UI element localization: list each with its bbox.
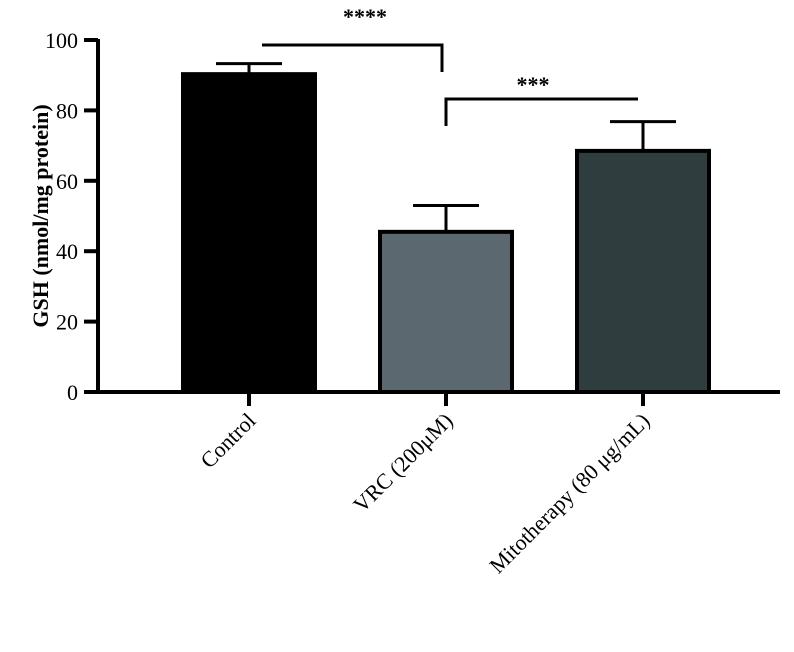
y-tick-label: 100 (45, 28, 78, 53)
significance-label: **** (343, 4, 387, 29)
y-tick-label: 60 (56, 169, 78, 194)
y-tick-label: 80 (56, 98, 78, 123)
bar (575, 148, 711, 394)
bar (378, 229, 514, 394)
y-tick-label: 0 (67, 380, 78, 405)
x-tick-label: Mitotherapy (80 μg/mL) (484, 408, 654, 578)
y-tick-label: 20 (56, 310, 78, 335)
y-axis-label: GSH (nmol/mg protein) (28, 104, 53, 327)
significance-label: *** (517, 72, 550, 97)
significance-bracket (262, 43, 444, 72)
x-tick-label: VRC (200μM) (348, 408, 457, 517)
significance-bracket (444, 97, 638, 126)
bar (181, 72, 317, 394)
y-tick-label: 40 (56, 239, 78, 264)
x-tick-label: Control (195, 408, 260, 473)
